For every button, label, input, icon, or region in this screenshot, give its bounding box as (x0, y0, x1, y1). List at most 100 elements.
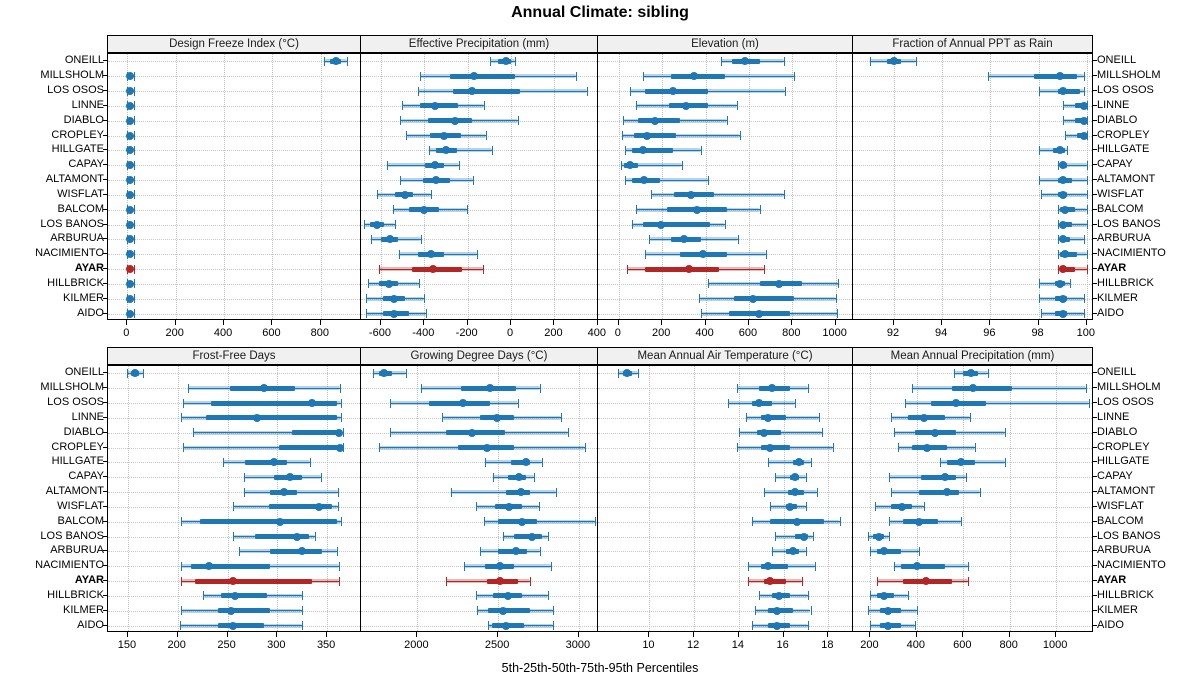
median-dot (788, 547, 797, 556)
whisker-cap (812, 532, 814, 542)
whisker-cap (244, 472, 246, 482)
x-axis-tick-label: 2500 (484, 639, 510, 651)
whisker-cap (819, 413, 821, 423)
whisker-cap (480, 546, 482, 556)
whisker-cap (1005, 428, 1007, 438)
horizontal-gridline (598, 595, 852, 597)
median-dot (503, 591, 512, 600)
x-axis-tick-label: -600 (368, 327, 391, 339)
horizontal-gridline (361, 477, 597, 479)
median-dot (482, 443, 491, 452)
median-dot (1080, 116, 1089, 125)
horizontal-gridline (853, 194, 1092, 196)
whisker-cap (1086, 190, 1088, 200)
horizontal-gridline (108, 492, 360, 494)
whisker-cap (783, 190, 785, 200)
y-axis-tick (103, 149, 107, 151)
whisker-cap (738, 234, 740, 244)
y-axis-tick (103, 372, 107, 374)
whisker-cap (914, 621, 916, 631)
station-label: AYAR (74, 574, 104, 587)
whisker-cap (738, 428, 740, 438)
whisker-cap (888, 517, 890, 527)
median-dot (125, 190, 134, 199)
median-dot (1058, 161, 1067, 170)
whisker-5-95 (768, 461, 811, 463)
station-label: WISFLAT (1097, 499, 1144, 512)
x-axis-tick-label: 200 (651, 327, 671, 339)
x-axis-tick-label: 2000 (404, 639, 429, 651)
whisker-cap (395, 220, 397, 230)
horizontal-gridline (598, 521, 852, 523)
x-axis-tick (827, 632, 829, 637)
horizontal-gridline (853, 76, 1092, 78)
whisker-cap (642, 71, 644, 81)
whisker-cap (133, 309, 135, 319)
x-axis-tick-label: 0 (614, 327, 621, 339)
whisker-cap (222, 457, 224, 467)
horizontal-gridline (108, 150, 360, 152)
whisker-cap (420, 383, 422, 393)
vertical-gridline (424, 54, 426, 319)
median-dot (1058, 220, 1067, 229)
x-axis-tick (1037, 320, 1039, 325)
horizontal-gridline (853, 61, 1092, 63)
y-axis-tick (103, 535, 107, 537)
whisker-cap (979, 487, 981, 497)
vertical-gridline (272, 54, 274, 319)
whisker-5-95 (451, 491, 557, 493)
whisker-cap (727, 116, 729, 126)
y-axis-tick (103, 193, 107, 195)
iqr-bar-25-75 (217, 608, 271, 614)
y-axis-tick (103, 60, 107, 62)
vertical-gridline (893, 54, 895, 319)
whisker-cap (337, 546, 339, 556)
whisker-cap (491, 145, 493, 155)
whisker-cap (631, 220, 633, 230)
iqr-bar-25-75 (1057, 88, 1080, 94)
x-axis-tick-label: 98 (1031, 327, 1044, 339)
station-label: WISFLAT (57, 499, 104, 512)
whisker-cap (389, 428, 391, 438)
whisker-cap (759, 591, 761, 601)
iqr-bar-25-75 (763, 578, 786, 584)
station-label: WISFLAT (1097, 187, 1144, 200)
whisker-cap (752, 621, 754, 631)
median-dot (638, 146, 647, 155)
whisker-cap (832, 443, 834, 453)
iqr-bar-25-75 (761, 563, 789, 569)
whisker-cap (877, 576, 879, 586)
y-axis-tick (1093, 223, 1097, 225)
station-label: NACIMIENTO (1097, 247, 1166, 260)
horizontal-gridline (361, 581, 597, 583)
whisker-cap (133, 205, 135, 215)
y-axis-tick (1093, 282, 1097, 284)
horizontal-gridline (598, 91, 852, 93)
whisker-cap (839, 517, 841, 527)
median-dot (1058, 309, 1067, 318)
whisker-cap (888, 472, 890, 482)
horizontal-gridline (853, 120, 1092, 122)
x-axis-tick-label: 16 (776, 639, 789, 651)
vertical-gridline (870, 366, 872, 631)
median-dot (125, 72, 134, 81)
whisker-5-95 (182, 447, 344, 449)
station-label: HILLGATE (1097, 143, 1150, 156)
median-dot (795, 458, 804, 467)
whisker-cap (699, 294, 701, 304)
whisker-cap (548, 591, 550, 601)
horizontal-gridline (598, 120, 852, 122)
whisker-5-95 (1062, 105, 1087, 107)
iqr-bar-25-75 (761, 415, 786, 421)
whisker-cap (417, 86, 419, 96)
x-axis-tick-label: 400 (587, 327, 606, 339)
whisker-cap (891, 413, 893, 423)
horizontal-gridline (853, 625, 1092, 627)
whisker-cap (392, 205, 394, 215)
vertical-gridline (990, 54, 992, 319)
whisker-cap (953, 368, 955, 378)
station-label: MILLSHOLM (1097, 69, 1161, 82)
whisker-cap (747, 561, 749, 571)
station-label: NACIMIENTO (1097, 559, 1166, 572)
iqr-bar-25-75 (644, 266, 719, 272)
